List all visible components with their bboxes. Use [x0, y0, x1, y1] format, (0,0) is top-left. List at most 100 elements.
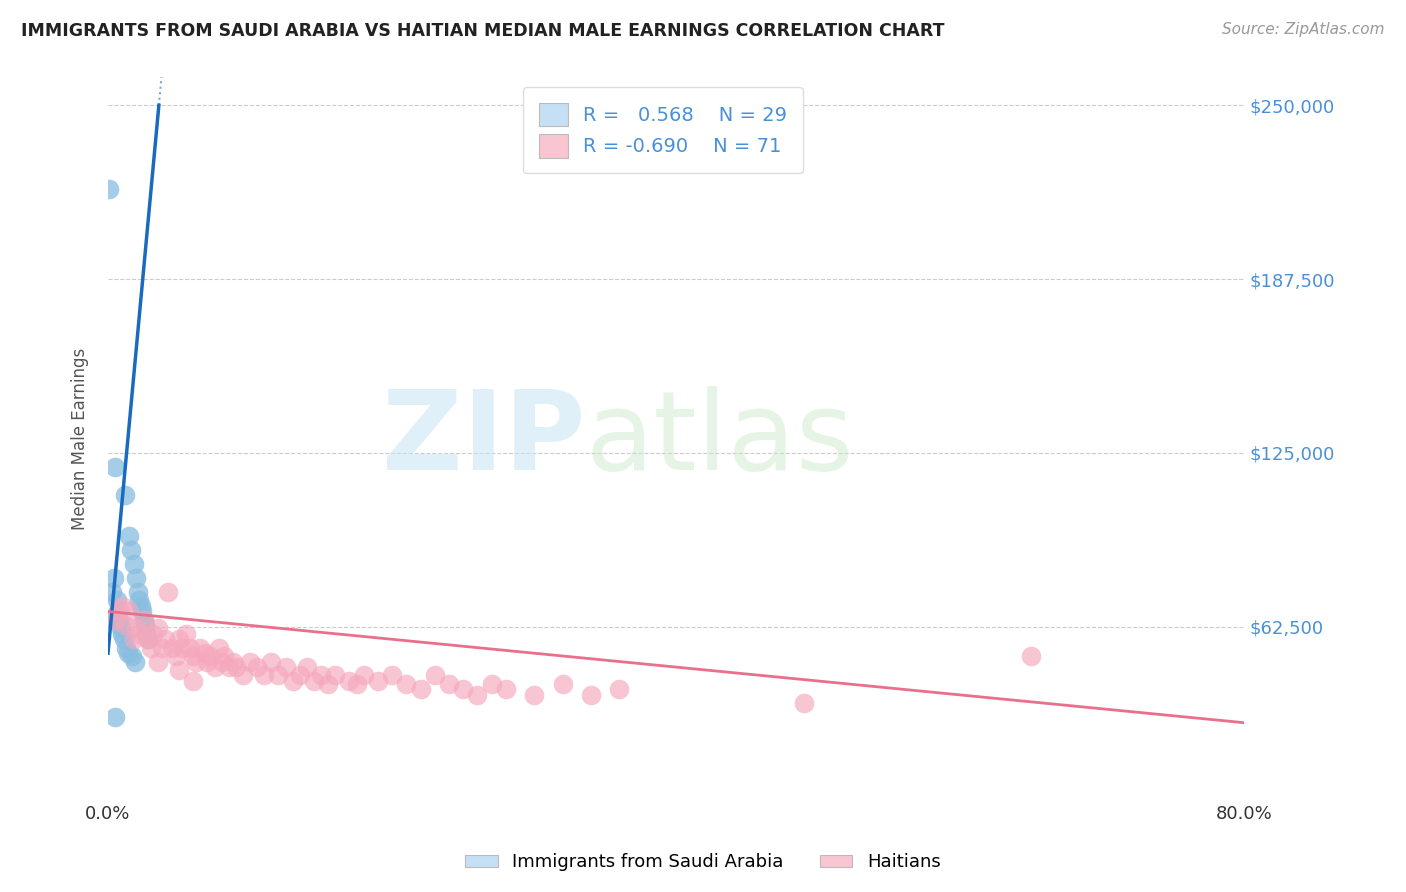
Point [104, 613, 127, 627]
Point [267, 668, 290, 682]
Point [98, 182, 121, 196]
Point [153, 632, 176, 647]
Point [495, 682, 517, 697]
Text: atlas: atlas [585, 385, 853, 492]
Point [112, 632, 135, 647]
Point [108, 605, 131, 619]
Point [214, 648, 236, 663]
Point [274, 660, 297, 674]
Point [160, 640, 183, 655]
Point [135, 626, 157, 640]
Point [127, 585, 149, 599]
Point [179, 640, 201, 655]
Point [281, 673, 304, 688]
Point [260, 655, 283, 669]
Point [222, 655, 245, 669]
Point [146, 655, 169, 669]
Point [136, 632, 159, 647]
Legend: R =   0.568    N = 29, R = -0.690    N = 71: R = 0.568 N = 29, R = -0.690 N = 71 [523, 87, 803, 174]
Point [104, 710, 127, 724]
Point [114, 618, 136, 632]
Point [200, 648, 222, 663]
Text: IMMIGRANTS FROM SAUDI ARABIA VS HAITIAN MEDIAN MALE EARNINGS CORRELATION CHART: IMMIGRANTS FROM SAUDI ARABIA VS HAITIAN … [21, 22, 945, 40]
Point [184, 655, 207, 669]
Point [125, 621, 148, 635]
Point [395, 677, 418, 691]
Point [302, 673, 325, 688]
Legend: Immigrants from Saudi Arabia, Haitians: Immigrants from Saudi Arabia, Haitians [458, 847, 948, 879]
Point [132, 613, 155, 627]
Point [170, 640, 193, 655]
Point [121, 648, 143, 663]
Point [208, 640, 231, 655]
Point [111, 599, 134, 613]
Point [211, 655, 233, 669]
Point [142, 626, 165, 640]
Point [114, 488, 136, 502]
Point [110, 621, 132, 635]
Point [346, 677, 368, 691]
Point [111, 626, 134, 640]
Point [197, 655, 219, 669]
Point [523, 688, 546, 702]
Point [120, 543, 142, 558]
Point [323, 668, 346, 682]
Point [246, 660, 269, 674]
Point [108, 613, 131, 627]
Point [451, 682, 474, 697]
Point [225, 660, 247, 674]
Point [100, 613, 122, 627]
Point [174, 626, 197, 640]
Text: ZIP: ZIP [382, 385, 585, 492]
Point [134, 618, 156, 632]
Point [107, 605, 129, 619]
Point [122, 632, 145, 647]
Point [239, 655, 262, 669]
Point [103, 571, 125, 585]
Point [128, 593, 150, 607]
Point [551, 677, 574, 691]
Point [125, 571, 148, 585]
Point [117, 646, 139, 660]
Point [124, 655, 146, 669]
Point [181, 673, 204, 688]
Point [136, 632, 159, 647]
Point [194, 646, 217, 660]
Point [423, 668, 446, 682]
Point [118, 605, 141, 619]
Point [165, 648, 187, 663]
Point [167, 632, 190, 647]
Point [609, 682, 631, 697]
Point [295, 660, 318, 674]
Point [339, 673, 361, 688]
Point [131, 605, 153, 619]
Point [188, 640, 211, 655]
Point [367, 673, 389, 688]
Point [793, 696, 815, 710]
Point [309, 668, 332, 682]
Point [204, 660, 226, 674]
Point [156, 585, 179, 599]
Point [381, 668, 404, 682]
Point [128, 626, 150, 640]
Point [101, 585, 124, 599]
Point [167, 663, 190, 677]
Point [409, 682, 432, 697]
Point [232, 668, 254, 682]
Point [353, 668, 375, 682]
Point [181, 648, 204, 663]
Point [146, 621, 169, 635]
Point [437, 677, 460, 691]
Text: Source: ZipAtlas.com: Source: ZipAtlas.com [1222, 22, 1385, 37]
Point [1021, 648, 1043, 663]
Point [122, 558, 145, 572]
Point [253, 668, 276, 682]
Point [132, 613, 155, 627]
Point [288, 668, 311, 682]
Point [118, 529, 141, 543]
Point [579, 688, 602, 702]
Point [316, 677, 339, 691]
Point [139, 640, 162, 655]
Y-axis label: Median Male Earnings: Median Male Earnings [72, 348, 89, 530]
Point [218, 660, 240, 674]
